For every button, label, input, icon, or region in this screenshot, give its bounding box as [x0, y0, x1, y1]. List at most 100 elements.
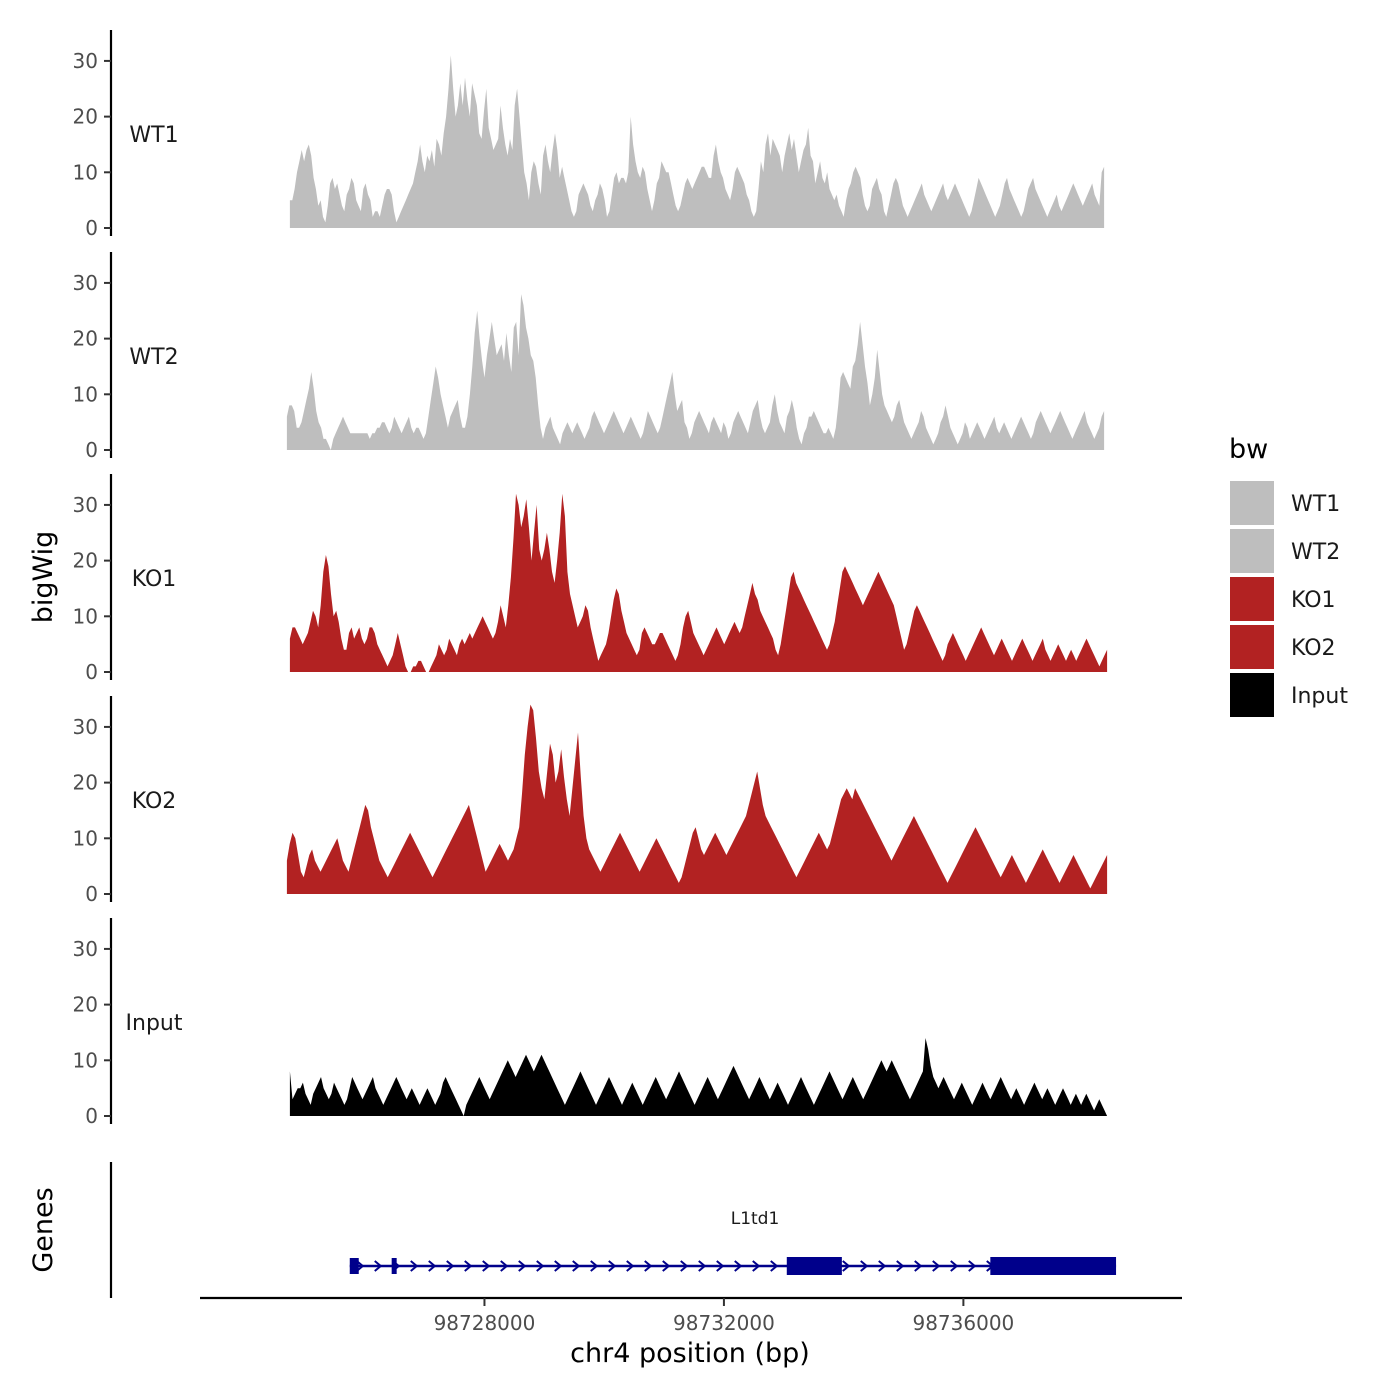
exon-utr — [391, 1258, 397, 1274]
legend-item-wt1: WT1 — [1228, 479, 1340, 527]
x-tick-label: 98732000 — [673, 1311, 775, 1335]
track-label-ko2: KO2 — [132, 789, 177, 814]
strand-chevron — [590, 1260, 599, 1272]
strand-chevron — [968, 1260, 977, 1272]
gene-model-l1td1 — [349, 1257, 1117, 1275]
x-tick-label: 98728000 — [434, 1311, 536, 1335]
y-tick-label: 20 — [73, 993, 98, 1017]
strand-chevron — [680, 1260, 689, 1272]
track-label-wt1: WT1 — [129, 123, 178, 148]
legend-item-wt2: WT2 — [1228, 527, 1340, 575]
track-label-input: Input — [126, 1011, 183, 1036]
strand-chevron — [482, 1260, 491, 1272]
track-label-wt2: WT2 — [129, 345, 178, 370]
track-wt1: 0 10 20 30 WT1 — [73, 30, 1105, 240]
strand-chevron — [752, 1260, 761, 1272]
area-wt1 — [289, 55, 1105, 228]
strand-chevron — [572, 1260, 581, 1272]
legend-title: bw — [1229, 434, 1268, 465]
legend-entries: WT1 WT2 KO1 KO2 Input — [1228, 479, 1348, 719]
track-label-ko1: KO1 — [132, 567, 177, 592]
track-ko2: 0 10 20 30 KO2 — [73, 696, 1108, 906]
strand-chevron — [554, 1260, 563, 1272]
legend-label-ko2: KO2 — [1291, 636, 1336, 661]
strand-chevron — [770, 1260, 779, 1272]
legend-swatch-input — [1228, 671, 1276, 719]
y-axis-title: bigWig — [28, 531, 59, 624]
area-input — [289, 1038, 1108, 1116]
strand-chevron — [446, 1260, 455, 1272]
y-tick-label: 0 — [85, 882, 98, 906]
legend-swatch-wt1 — [1228, 479, 1276, 527]
strand-chevron — [914, 1260, 923, 1272]
strand-chevron — [428, 1260, 437, 1272]
y-tick-label: 30 — [73, 493, 98, 517]
x-tick-label: 98736000 — [912, 1311, 1014, 1335]
x-axis-title: chr4 position (bp) — [570, 1338, 810, 1369]
strand-chevron — [644, 1260, 653, 1272]
legend-item-input: Input — [1228, 671, 1348, 719]
strand-chevron — [464, 1260, 473, 1272]
y-tick-label: 30 — [73, 271, 98, 295]
gene-track: Genes L1td1 — [28, 1162, 1117, 1298]
y-tick-label: 0 — [85, 438, 98, 462]
strand-chevron — [518, 1260, 527, 1272]
y-tick-label: 30 — [73, 49, 98, 73]
legend-swatch-wt2 — [1228, 527, 1276, 575]
exon-cds — [990, 1257, 1117, 1275]
y-tick-label: 0 — [85, 216, 98, 240]
strand-chevron — [608, 1260, 617, 1272]
legend-item-ko2: KO2 — [1228, 623, 1336, 671]
strand-chevron — [626, 1260, 635, 1272]
strand-chevron — [716, 1260, 725, 1272]
area-ko2 — [286, 704, 1108, 894]
strand-chevron — [410, 1260, 419, 1272]
y-tick-label: 0 — [85, 660, 98, 684]
legend-swatch-ko1 — [1228, 575, 1276, 623]
y-tick-label: 10 — [73, 160, 98, 184]
x-axis-ticks: 98728000 98732000 98736000 — [434, 1298, 1014, 1335]
legend-swatch-ko2 — [1228, 623, 1276, 671]
y-tick-label: 20 — [73, 327, 98, 351]
y-tick-label: 10 — [73, 1048, 98, 1072]
x-axis: 98728000 98732000 98736000 chr4 position (… — [200, 1296, 1182, 1369]
y-tick-label: 30 — [73, 715, 98, 739]
y-tick-label: 20 — [73, 105, 98, 129]
track-panels: 0 10 20 30 WT1 0 10 20 30 WT2 0 10 20 30 KO1 0 10 20 30 KO2… — [73, 30, 1108, 1128]
track-ko1: 0 10 20 30 KO1 — [73, 474, 1108, 684]
area-wt2 — [286, 294, 1105, 450]
strand-chevron — [842, 1260, 851, 1272]
strand-chevron — [698, 1260, 707, 1272]
strand-chevron — [950, 1260, 959, 1272]
y-tick-label: 10 — [73, 382, 98, 406]
y-tick-label: 10 — [73, 604, 98, 628]
area-ko1 — [289, 493, 1108, 672]
strand-chevron — [662, 1260, 671, 1272]
y-tick-label: 30 — [73, 937, 98, 961]
strand-chevron — [536, 1260, 545, 1272]
strand-chevron — [356, 1260, 365, 1272]
y-tick-label: 10 — [73, 826, 98, 850]
strand-chevron — [932, 1260, 941, 1272]
gene-label: L1td1 — [731, 1209, 780, 1229]
track-input: 0 10 20 30 Input — [73, 918, 1108, 1128]
y-tick-label: 0 — [85, 1104, 98, 1128]
exon-utr — [349, 1258, 359, 1274]
strand-chevron — [734, 1260, 743, 1272]
y-tick-label: 20 — [73, 771, 98, 795]
y-tick-label: 20 — [73, 549, 98, 573]
legend-label-input: Input — [1291, 684, 1348, 709]
legend-item-ko1: KO1 — [1228, 575, 1336, 623]
genes-axis-title: Genes — [28, 1187, 59, 1272]
legend-label-wt2: WT2 — [1291, 540, 1340, 565]
strand-chevron — [860, 1260, 869, 1272]
track-wt2: 0 10 20 30 WT2 — [73, 252, 1105, 462]
legend-label-ko1: KO1 — [1291, 588, 1336, 613]
strand-chevron — [878, 1260, 887, 1272]
legend-label-wt1: WT1 — [1291, 492, 1340, 517]
strand-chevron — [896, 1260, 905, 1272]
exon-cds — [786, 1257, 842, 1275]
strand-chevron — [500, 1260, 509, 1272]
strand-chevron — [374, 1260, 383, 1272]
